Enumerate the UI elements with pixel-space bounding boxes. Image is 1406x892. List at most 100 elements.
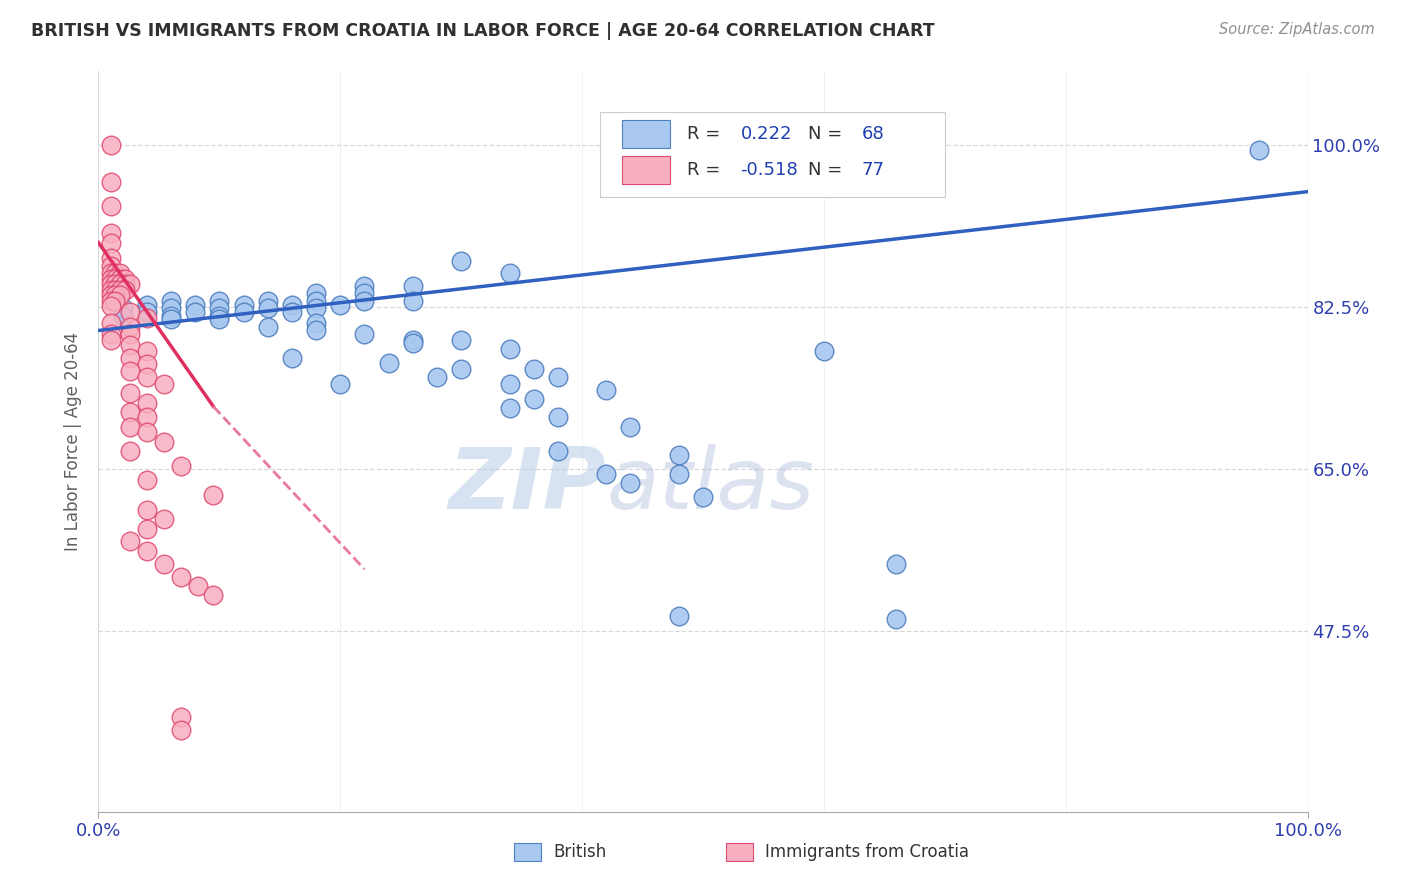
Point — [135, 297, 157, 311]
Point — [104, 277, 127, 292]
Point — [152, 557, 174, 571]
Point — [716, 143, 738, 157]
Point — [135, 543, 157, 558]
Point — [135, 395, 157, 409]
Point — [668, 467, 690, 481]
Point — [353, 327, 375, 342]
Point — [152, 512, 174, 526]
Point — [100, 300, 122, 314]
Point — [402, 336, 425, 351]
Text: R =: R = — [688, 161, 727, 178]
FancyBboxPatch shape — [621, 120, 671, 148]
Point — [187, 579, 209, 593]
Point — [100, 175, 122, 190]
Point — [498, 266, 520, 280]
Point — [256, 301, 278, 316]
Point — [118, 351, 141, 366]
Point — [100, 277, 122, 292]
Point — [118, 319, 141, 334]
FancyBboxPatch shape — [725, 844, 752, 862]
Point — [100, 316, 122, 330]
Point — [184, 305, 207, 319]
Point — [118, 443, 141, 458]
Point — [118, 327, 141, 342]
Point — [100, 235, 122, 250]
Point — [377, 356, 399, 370]
Point — [118, 386, 141, 401]
Point — [305, 316, 328, 330]
Point — [523, 392, 546, 406]
Point — [108, 283, 131, 297]
Point — [232, 305, 254, 319]
Point — [100, 271, 122, 285]
Point — [450, 254, 472, 268]
Point — [547, 410, 569, 425]
Point — [353, 286, 375, 301]
Y-axis label: In Labor Force | Age 20-64: In Labor Force | Age 20-64 — [65, 332, 83, 551]
Point — [305, 286, 328, 301]
Point — [426, 369, 449, 384]
Point — [305, 301, 328, 316]
Point — [208, 312, 231, 326]
Point — [108, 266, 131, 280]
Text: 77: 77 — [862, 161, 884, 178]
Point — [619, 419, 641, 434]
Point — [281, 351, 304, 366]
FancyBboxPatch shape — [621, 156, 671, 184]
Point — [547, 369, 569, 384]
Text: ZIP: ZIP — [449, 444, 606, 527]
Point — [135, 523, 157, 537]
Point — [118, 277, 141, 292]
Point — [169, 569, 191, 583]
Point — [108, 271, 131, 285]
Point — [118, 305, 141, 319]
Point — [152, 434, 174, 449]
Point — [104, 288, 127, 302]
Text: Immigrants from Croatia: Immigrants from Croatia — [765, 844, 969, 862]
Text: N =: N = — [808, 125, 848, 144]
Point — [100, 288, 122, 302]
Point — [135, 357, 157, 371]
Point — [160, 312, 183, 326]
Point — [353, 279, 375, 293]
Point — [135, 474, 157, 488]
Point — [135, 425, 157, 440]
Point — [498, 401, 520, 416]
Point — [886, 557, 908, 571]
Point — [256, 319, 278, 334]
Text: Source: ZipAtlas.com: Source: ZipAtlas.com — [1219, 22, 1375, 37]
Point — [208, 293, 231, 308]
Point — [160, 301, 183, 316]
Point — [100, 266, 122, 280]
Point — [184, 297, 207, 311]
Point — [100, 227, 122, 241]
Point — [202, 488, 225, 502]
Point — [118, 338, 141, 352]
FancyBboxPatch shape — [600, 112, 945, 197]
Point — [100, 259, 122, 273]
Text: atlas: atlas — [606, 444, 814, 527]
Point — [118, 364, 141, 378]
Point — [135, 369, 157, 384]
Point — [100, 283, 122, 297]
Text: BRITISH VS IMMIGRANTS FROM CROATIA IN LABOR FORCE | AGE 20-64 CORRELATION CHART: BRITISH VS IMMIGRANTS FROM CROATIA IN LA… — [31, 22, 935, 40]
Point — [353, 293, 375, 308]
Point — [402, 333, 425, 347]
Point — [329, 297, 352, 311]
Point — [450, 362, 472, 376]
Point — [114, 277, 136, 292]
Point — [118, 419, 141, 434]
Point — [450, 333, 472, 347]
Point — [108, 288, 131, 302]
Point — [104, 283, 127, 297]
Point — [547, 443, 569, 458]
Point — [202, 588, 225, 602]
Point — [160, 309, 183, 323]
Text: 68: 68 — [862, 125, 884, 144]
FancyBboxPatch shape — [515, 844, 541, 862]
Point — [108, 277, 131, 292]
Point — [114, 271, 136, 285]
Point — [104, 293, 127, 308]
Point — [104, 271, 127, 285]
Point — [595, 383, 617, 397]
